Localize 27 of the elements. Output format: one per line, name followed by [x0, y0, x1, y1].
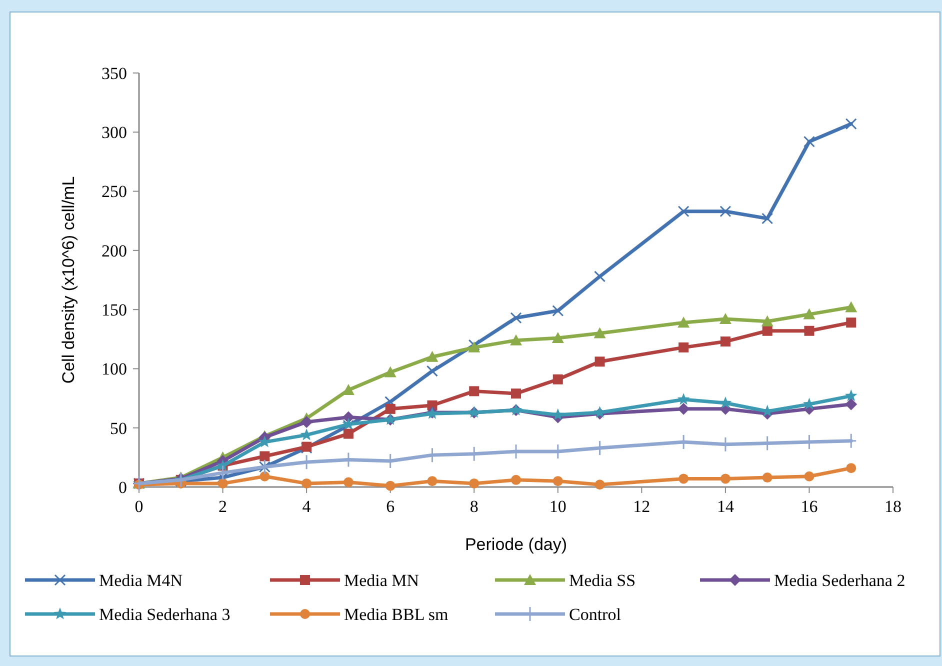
x-tick-label: 8 — [470, 497, 478, 516]
x-axis-title: Periode (day) — [464, 535, 568, 554]
x-tick-label: 18 — [884, 497, 902, 516]
x-tick-label: 12 — [633, 497, 650, 516]
x-tick-label: 4 — [302, 497, 312, 516]
x-tick-label: 14 — [716, 497, 734, 516]
y-axis-title: Cell density (x10^6) cell/mL — [59, 176, 78, 384]
x-tick-label: 10 — [549, 497, 566, 516]
legend-label: Control — [569, 604, 622, 624]
x-tick-label: 0 — [134, 497, 144, 516]
legend-label: Media M4N — [99, 570, 183, 590]
legend-label: Media Sederhana 3 — [99, 604, 230, 624]
legend-label: Media Sederhana 2 — [774, 570, 906, 590]
y-tick-label: 100 — [102, 360, 127, 379]
x-tick-label: 6 — [386, 497, 395, 516]
x-tick-label: 16 — [800, 497, 818, 516]
y-tick-label: 350 — [102, 64, 127, 83]
legend-label: Media SS — [569, 570, 636, 590]
y-tick-label: 150 — [102, 300, 127, 320]
y-tick-label: 200 — [102, 241, 127, 260]
legend-label: Media MN — [344, 570, 420, 590]
legend-label: Media BBL sm — [344, 604, 448, 624]
y-tick-label: 250 — [102, 182, 127, 202]
y-tick-label: 50 — [110, 418, 127, 438]
x-tick-label: 2 — [218, 497, 228, 516]
y-tick-label: 300 — [102, 123, 127, 142]
y-tick-label: 0 — [118, 478, 127, 497]
